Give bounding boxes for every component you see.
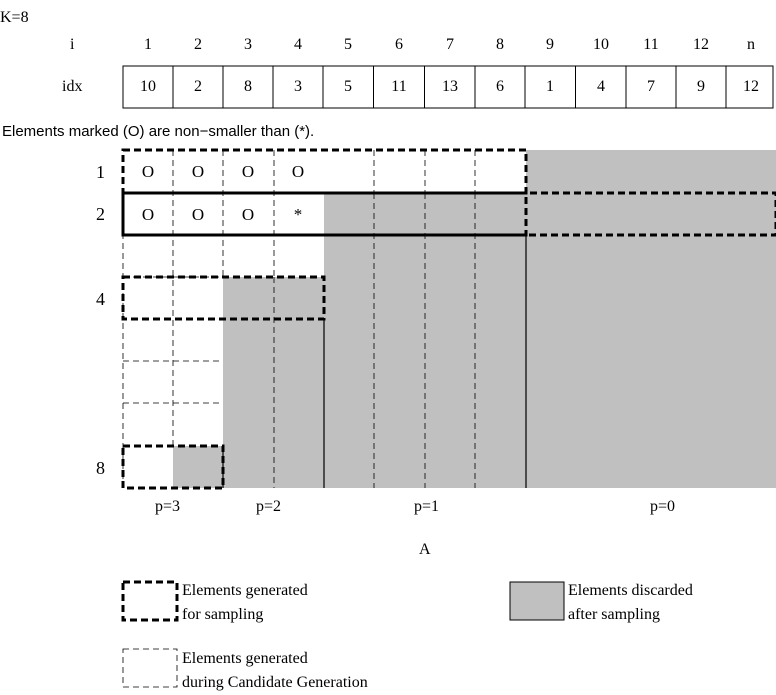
axis-label: A <box>419 541 431 558</box>
cell-mark: O <box>191 162 205 181</box>
idx-value: 9 <box>697 78 705 95</box>
cell-mark: O <box>291 162 305 181</box>
idx-value: 3 <box>294 78 302 95</box>
i-value: 7 <box>446 36 454 53</box>
i-value: n <box>747 36 755 53</box>
i-value: 6 <box>395 36 403 53</box>
idx-value: 6 <box>496 78 504 95</box>
sampling-box-row1 <box>121 148 528 195</box>
idx-table-border <box>122 65 774 109</box>
idx-value: 13 <box>442 78 458 95</box>
legend-thick-dashed-line2: for sampling <box>182 606 264 623</box>
idx-value: 1 <box>546 78 554 95</box>
discarded-region-p0 <box>526 150 776 488</box>
sampling-box-row4 <box>121 275 326 321</box>
i-value: 11 <box>643 36 659 53</box>
idx-value: 12 <box>743 78 759 95</box>
i-value: 2 <box>194 36 202 53</box>
partition-label-p3: p=3 <box>155 498 181 515</box>
discarded-grid <box>273 193 476 488</box>
row-label-1: 1 <box>96 162 105 182</box>
legend-thin-dashed-line2: during Candidate Generation <box>182 674 368 691</box>
k-label: K=8 <box>0 9 29 26</box>
discarded-regions <box>173 150 776 488</box>
legend-thick-dashed-swatch <box>121 580 179 622</box>
sampling-box-row2 <box>121 191 528 237</box>
cell-mark: O <box>141 205 155 224</box>
row-label-4: 4 <box>96 289 105 309</box>
legend-gray-line2: after sampling <box>568 606 660 623</box>
i-value: 8 <box>496 36 504 53</box>
row-idx-label: idx <box>62 78 83 95</box>
cell-mark: O <box>241 162 255 181</box>
cell-mark: * <box>293 205 303 224</box>
row-label-2: 2 <box>96 204 105 224</box>
cell-mark: O <box>191 205 205 224</box>
partition-label-p0: p=0 <box>650 498 676 515</box>
note-text: Elements marked (O) are non−smaller than… <box>2 123 315 140</box>
idx-value: 7 <box>647 78 655 95</box>
partition-label-p1: p=1 <box>414 498 440 515</box>
cell-mark: O <box>241 205 255 224</box>
legend-thin-dashed-line1: Elements generated <box>182 650 308 667</box>
idx-value: 8 <box>244 78 252 95</box>
sampling-boxes <box>121 148 776 490</box>
legend-thin-dashed-swatch <box>122 648 178 688</box>
legend-thick-dashed-line1: Elements generated <box>182 582 308 599</box>
idx-value: 10 <box>140 78 156 95</box>
discarded-region-p3 <box>173 446 223 488</box>
row-label-8: 8 <box>96 458 105 478</box>
idx-value: 2 <box>194 78 202 95</box>
idx-value: 5 <box>344 78 352 95</box>
i-value: 4 <box>294 36 302 53</box>
row-i-label: i <box>70 36 75 53</box>
cell-mark: O <box>141 162 155 181</box>
i-value: 10 <box>593 36 609 53</box>
legend-gray-swatch <box>509 581 565 621</box>
partition-label-p2: p=2 <box>256 498 282 515</box>
i-value: 9 <box>546 36 554 53</box>
i-value: 5 <box>344 36 352 53</box>
sampling-box-row8 <box>121 444 225 490</box>
legend-gray-line1: Elements discarded <box>568 582 693 599</box>
idx-value: 11 <box>391 78 407 95</box>
idx-value: 4 <box>597 78 605 95</box>
i-value: 12 <box>693 36 709 53</box>
discarded-region-p2 <box>223 277 324 488</box>
i-value: 3 <box>244 36 252 53</box>
i-value: 1 <box>144 36 152 53</box>
idx-table-dividers <box>172 66 727 108</box>
